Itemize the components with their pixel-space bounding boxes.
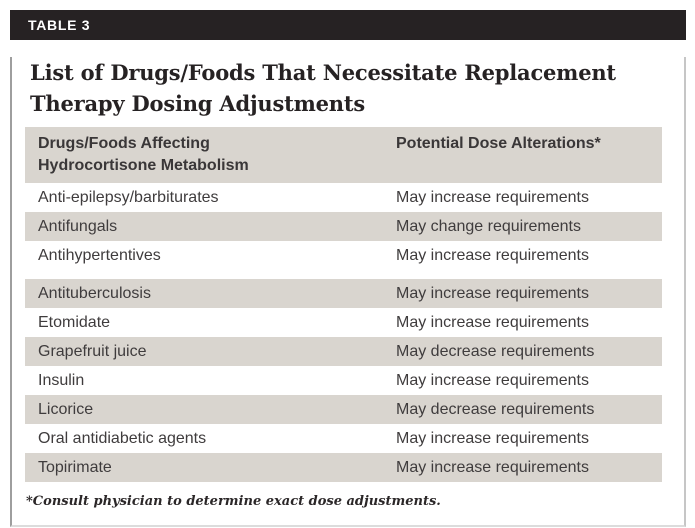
table-title-line-1: List of Drugs/Foods That Necessitate Rep… bbox=[30, 60, 616, 85]
alteration-cell: May change requirements bbox=[396, 217, 581, 235]
table-content-box: List of Drugs/Foods That Necessitate Rep… bbox=[10, 57, 686, 527]
table-row: Antihypertentives May increase requireme… bbox=[25, 241, 662, 270]
alteration-cell: May increase requirements bbox=[396, 429, 589, 447]
drug-cell: Oral antidiabetic agents bbox=[38, 429, 207, 447]
drug-cell: Topirimate bbox=[38, 458, 112, 476]
alteration-cell: May increase requirements bbox=[396, 458, 589, 476]
header-cell-alterations: Potential Dose Alterations* bbox=[396, 135, 601, 152]
drug-cell: Licorice bbox=[38, 400, 94, 418]
table-header-row: Drugs/Foods Affecting Hydrocortisone Met… bbox=[25, 127, 662, 183]
drug-cell: Antihypertentives bbox=[38, 246, 161, 264]
table-row: Insulin May increase requirements bbox=[25, 366, 662, 395]
alteration-cell: May increase requirements bbox=[396, 246, 589, 264]
table-row: Etomidate May increase requirements bbox=[25, 308, 662, 337]
drug-cell: Insulin bbox=[38, 371, 85, 389]
alteration-cell: May increase requirements bbox=[396, 371, 589, 389]
drug-cell: Grapefruit juice bbox=[38, 342, 147, 360]
header-cell-drugs: Drugs/Foods Affecting Hydrocortisone Met… bbox=[38, 135, 249, 174]
drug-cell: Antituberculosis bbox=[38, 284, 151, 302]
table-footnote: *Consult physician to determine exact do… bbox=[26, 494, 441, 509]
alteration-cell: May increase requirements bbox=[396, 284, 589, 302]
alteration-cell: May decrease requirements bbox=[396, 342, 595, 360]
table-row: Oral antidiabetic agents May increase re… bbox=[25, 424, 662, 453]
drug-cell: Anti-epilepsy/barbiturates bbox=[38, 188, 219, 206]
table-figure-panel: TABLE 3 List of Drugs/Foods That Necessi… bbox=[10, 10, 686, 527]
table-row: Topirimate May increase requirements bbox=[25, 453, 662, 482]
drug-cell: Etomidate bbox=[38, 313, 111, 331]
table-row: Anti-epilepsy/barbiturates May increase … bbox=[25, 183, 662, 212]
alteration-cell: May increase requirements bbox=[396, 188, 589, 206]
drug-dose-table: Drugs/Foods Affecting Hydrocortisone Met… bbox=[25, 127, 662, 482]
table-row: Antifungals May change requirements bbox=[25, 212, 662, 241]
table-number-label: TABLE 3 bbox=[28, 17, 91, 33]
table-title: List of Drugs/Foods That Necessitate Rep… bbox=[30, 57, 684, 119]
table-row: Licorice May decrease requirements bbox=[25, 395, 662, 424]
alteration-cell: May increase requirements bbox=[396, 313, 589, 331]
table-number-bar: TABLE 3 bbox=[10, 10, 686, 40]
alteration-cell: May decrease requirements bbox=[396, 400, 595, 418]
drug-cell: Antifungals bbox=[38, 217, 118, 235]
table-row: Grapefruit juice May decrease requiremen… bbox=[25, 337, 662, 366]
table-row: Antituberculosis May increase requiremen… bbox=[25, 279, 662, 308]
table-title-line-2: Therapy Dosing Adjustments bbox=[30, 91, 365, 116]
